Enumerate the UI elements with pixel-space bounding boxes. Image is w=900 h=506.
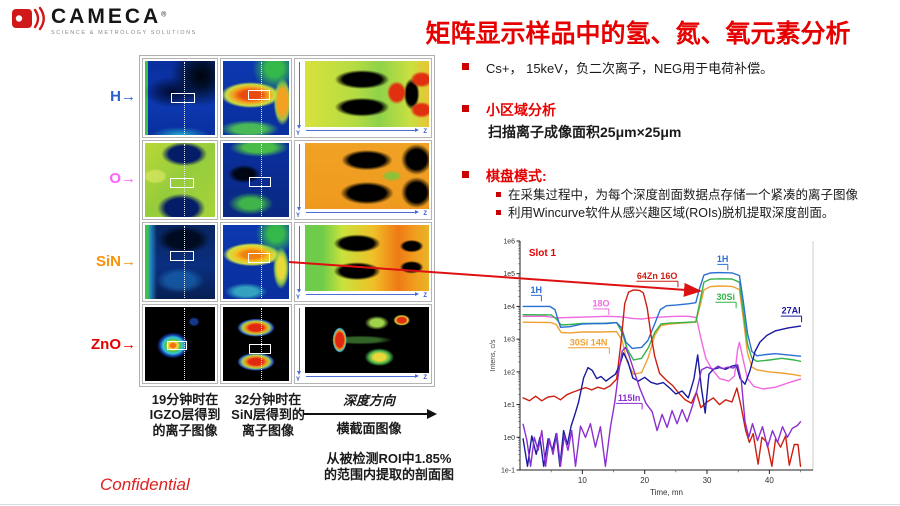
grid-row-o: Y Z: [142, 140, 432, 220]
bullet-conditions: Cs+， 15keV，负二次离子，NEG用于电荷补偿。: [486, 61, 774, 76]
confidential-label: Confidential: [100, 475, 190, 494]
row-label-zno: ZnO→: [91, 336, 136, 353]
svg-text:1e0: 1e0: [503, 435, 515, 442]
svg-text:64Zn 16O: 64Zn 16O: [637, 271, 678, 281]
z-axis-label: Z: [423, 211, 427, 217]
z-axis-line: [306, 210, 419, 214]
roi-box: [247, 252, 270, 263]
svg-text:1e6: 1e6: [503, 239, 515, 246]
svg-text:1H: 1H: [530, 285, 542, 295]
depth-profile-svg: 1e6 1e5 1e4 1e3 1e2 1e1 1e0 1e-1 10 20 30 40 Time, m…: [490, 239, 814, 497]
ion-image-sin-cross-section: Y Z: [294, 222, 432, 302]
bullet-square-icon: [496, 192, 501, 197]
ion-image-o-cross-section: Y Z: [294, 140, 432, 220]
bullet-square-icon: [496, 209, 501, 215]
cameca-logo-icon: [12, 6, 45, 31]
caption-sin-images: 32分钟时在 SiN层得到的 离子图像: [231, 392, 305, 438]
svg-text:27Al: 27Al: [782, 306, 801, 316]
bullet-checkerboard-heading: 棋盘模式:: [486, 168, 547, 184]
bullet-square-icon: [462, 171, 469, 178]
y-axis-label: Y: [296, 295, 301, 301]
svg-text:Slot 1: Slot 1: [529, 248, 557, 259]
caption-cross-section: 深度方向 横截面图像: [298, 390, 440, 437]
grid-row-sin: Y Z: [142, 222, 432, 302]
row-label-h: H→: [110, 88, 136, 105]
y-axis-line: [297, 226, 301, 293]
svg-text:30Si 14N: 30Si 14N: [570, 337, 608, 347]
bullet-checkerboard-item-2: 利用Wincurve软件从感兴趣区域(ROIs)脱机提取深度剖面。: [508, 205, 835, 220]
svg-text:1e-1: 1e-1: [501, 468, 515, 475]
svg-text:1e2: 1e2: [503, 369, 515, 376]
roi-box: [247, 90, 270, 101]
cross-section-label: 横截面图像: [336, 421, 402, 436]
y-axis-label: Y: [296, 131, 301, 137]
svg-text:30Si: 30Si: [716, 292, 735, 302]
svg-text:10: 10: [578, 476, 587, 485]
ion-image-o-sin: [220, 140, 292, 220]
bullet-square-icon: [462, 105, 469, 112]
bullet-square-icon: [462, 63, 469, 70]
ion-image-zno-sin: [220, 304, 292, 384]
ion-image-h-igzo: [142, 58, 218, 138]
y-axis-line: [297, 144, 301, 211]
bullet-checkerboard-item-1: 在采集过程中，为每个深度剖面数据点存储一个紧凑的离子图像: [508, 188, 859, 202]
roi-box: [171, 92, 196, 103]
ion-image-sin-igzo: [142, 222, 218, 302]
row-label-o: O→: [109, 170, 136, 187]
ion-image-h-sin: [220, 58, 292, 138]
svg-text:30: 30: [703, 476, 712, 485]
y-axis-label: Y: [296, 377, 301, 383]
z-axis-label: Z: [423, 375, 427, 381]
roi-extraction-note: 从被检测ROI中1.85% 的范围内提取的剖面图: [323, 451, 454, 483]
ion-image-sin-sin: [220, 222, 292, 302]
ion-image-grid: Y Z Y Z: [139, 55, 435, 387]
ion-image-h-cross-section: Y Z: [294, 58, 432, 138]
grid-row-h: Y Z: [142, 58, 432, 138]
grid-row-zno: Y Z: [142, 304, 432, 384]
roi-box: [166, 340, 187, 350]
bullet-list: Cs+， 15keV，负二次离子，NEG用于电荷补偿。 小区域分析 扫描离子成像…: [460, 58, 898, 222]
depth-direction-arrow-icon: [303, 409, 437, 419]
bullet-small-area-heading: 小区域分析: [486, 102, 556, 118]
cameca-logo: CAMECA® SCIENCE & METROLOGY SOLUTIONS: [12, 6, 197, 36]
svg-text:1e1: 1e1: [503, 402, 515, 409]
svg-text:Intens, c/s: Intens, c/s: [490, 339, 497, 371]
svg-text:1H: 1H: [717, 254, 729, 264]
depth-direction-label: 深度方向: [342, 393, 395, 408]
svg-text:115In: 115In: [618, 393, 641, 403]
roi-box: [249, 176, 271, 187]
svg-text:1e3: 1e3: [503, 337, 515, 344]
svg-text:20: 20: [640, 476, 649, 485]
caption-igzo-images: 19分钟时在 IGZO层得到 的离子图像: [149, 392, 221, 438]
logo-tagline: SCIENCE & METROLOGY SOLUTIONS: [51, 30, 197, 36]
slide-bottom-border: [0, 504, 900, 505]
ion-image-zno-cross-section: Y Z: [294, 304, 432, 384]
z-axis-line: [306, 374, 419, 378]
slide-title: 矩阵显示样品中的氢、氮、氧元素分析: [425, 20, 851, 48]
svg-text:1e4: 1e4: [503, 304, 515, 311]
z-axis-label: Z: [423, 293, 427, 299]
ion-image-o-igzo: [142, 140, 218, 220]
y-axis-line: [297, 308, 301, 375]
z-axis-line: [306, 292, 419, 296]
depth-profile-chart: 1e6 1e5 1e4 1e3 1e2 1e1 1e0 1e-1 10 20 30 40 Time, m…: [488, 230, 820, 498]
brand-text: CAMECA®: [51, 5, 167, 28]
roi-box: [249, 344, 271, 354]
roi-box: [169, 178, 194, 189]
svg-text:Time, mn: Time, mn: [650, 488, 683, 497]
roi-box: [169, 251, 194, 262]
bullet-small-area-detail: 扫描离子成像面积25μm×25μm: [488, 124, 682, 140]
svg-text:18O: 18O: [593, 298, 610, 308]
ion-image-zno-igzo: [142, 304, 218, 384]
row-label-sin: SiN→: [95, 253, 136, 270]
svg-text:40: 40: [765, 476, 774, 485]
y-axis-label: Y: [296, 213, 301, 219]
z-axis-line: [306, 128, 419, 132]
svg-text:1e5: 1e5: [503, 271, 515, 278]
z-axis-label: Z: [423, 129, 427, 135]
y-axis-line: [297, 62, 301, 129]
registered-mark: ®: [161, 11, 167, 19]
